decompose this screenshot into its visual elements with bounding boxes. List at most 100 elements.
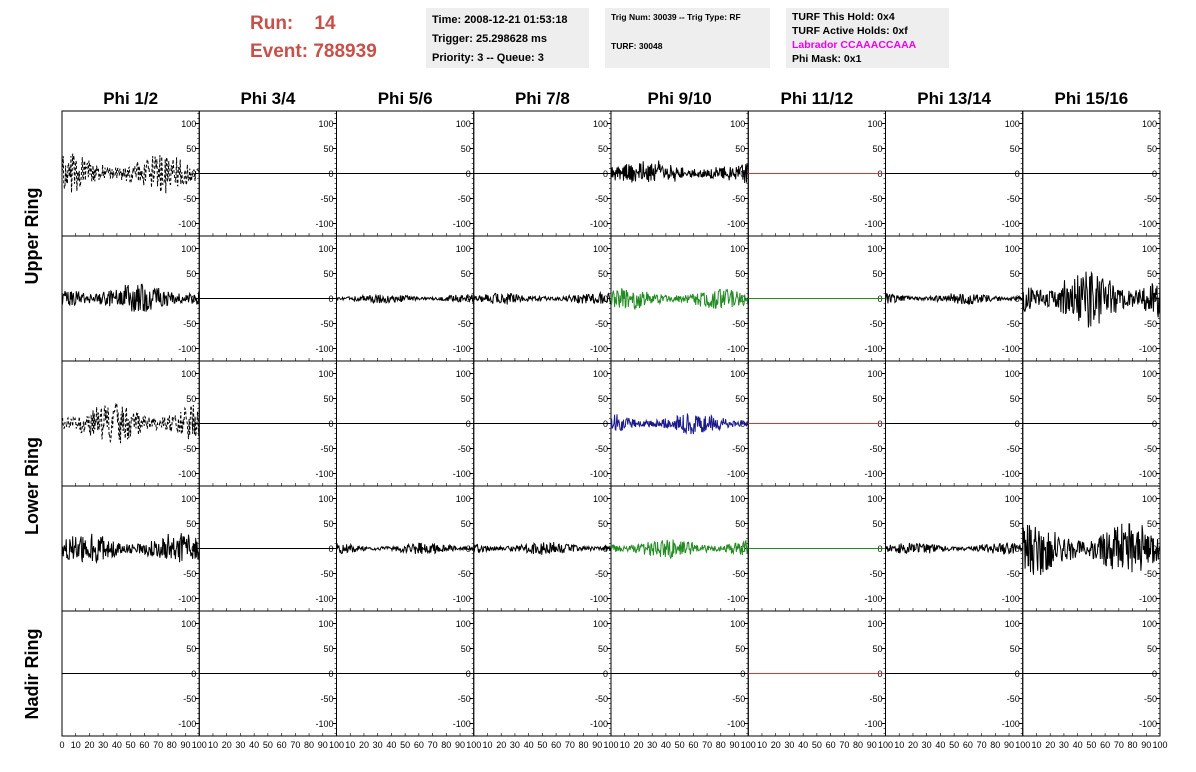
y-tick-label: 100 [318,244,333,254]
y-tick-label: -100 [178,594,196,604]
y-tick-label: -50 [595,194,608,204]
y-tick-label: -100 [727,469,745,479]
x-tick-label: 20 [496,740,506,750]
y-tick-label: 50 [872,269,882,279]
x-tick-label: 100 [741,740,756,750]
y-tick-label: 100 [318,494,333,504]
x-tick-label: 90 [867,740,877,750]
x-tick-label: 90 [181,740,191,750]
y-tick-label: -50 [1007,444,1020,454]
y-tick-label: 100 [181,119,196,129]
y-tick-label: 100 [730,244,745,254]
x-tick-label: 80 [990,740,1000,750]
y-tick-label: -100 [727,219,745,229]
y-tick-label: 50 [186,144,196,154]
y-tick-label: 100 [593,619,608,629]
column-header: Phi 7/8 [515,89,570,108]
x-tick-label: 100 [603,740,618,750]
x-tick-label: 80 [167,740,177,750]
y-tick-label: 100 [181,494,196,504]
y-tick-label: 50 [1147,269,1157,279]
x-tick-label: 30 [235,740,245,750]
y-tick-label: -100 [315,719,333,729]
y-tick-label: -50 [458,319,471,329]
x-tick-label: 100 [192,740,207,750]
y-tick-label: -100 [590,344,608,354]
y-tick-label: -100 [315,219,333,229]
x-tick-label: 30 [784,740,794,750]
x-tick-label: 10 [1031,740,1041,750]
x-tick-label: 30 [510,740,520,750]
y-tick-label: -100 [727,344,745,354]
y-tick-label: -100 [453,719,471,729]
waveform-trace [473,542,612,555]
y-tick-label: 100 [1142,494,1157,504]
column-header: Phi 15/16 [1055,89,1129,108]
y-tick-label: 100 [1142,119,1157,129]
y-tick-label: 100 [181,619,196,629]
y-tick-label: -100 [1139,469,1157,479]
y-tick-label: 50 [461,144,471,154]
x-tick-label: 20 [908,740,918,750]
row-label: Upper Ring [22,188,42,285]
y-tick-label: -100 [453,219,471,229]
waveform-trace [610,539,749,560]
y-tick-label: -100 [453,594,471,604]
y-tick-label: -50 [320,319,333,329]
y-tick-label: 50 [323,519,333,529]
time-text: Time: 2008-12-21 01:53:18 [432,14,568,26]
y-tick-label: 50 [1147,519,1157,529]
y-tick-label: 50 [461,519,471,529]
y-tick-label: 100 [730,119,745,129]
y-tick-label: -100 [1002,719,1020,729]
y-tick-label: 100 [867,369,882,379]
y-tick-label: 100 [1142,619,1157,629]
waveform-trace [610,413,749,435]
y-tick-label: 50 [323,269,333,279]
y-tick-label: -50 [595,694,608,704]
row-label: Lower Ring [22,437,42,535]
y-tick-label: 50 [1010,519,1020,529]
x-tick-label: 50 [263,740,273,750]
y-tick-label: -50 [183,444,196,454]
y-tick-label: -100 [1002,344,1020,354]
y-tick-label: 50 [872,144,882,154]
y-tick-label: 50 [1010,644,1020,654]
y-tick-label: -100 [178,469,196,479]
y-tick-label: -100 [1139,344,1157,354]
y-tick-label: 50 [598,394,608,404]
y-tick-label: 50 [872,644,882,654]
waveform-trace [61,403,200,444]
x-tick-label: 50 [812,740,822,750]
y-tick-label: -100 [727,719,745,729]
event-value: 788939 [313,41,377,62]
x-tick-label: 70 [565,740,575,750]
y-tick-label: 100 [456,619,471,629]
x-tick-label: 70 [839,740,849,750]
turf-text: TURF: 30048 [611,41,663,51]
x-tick-label: 90 [730,740,740,750]
y-tick-label: -50 [1007,194,1020,204]
x-tick-label: 40 [935,740,945,750]
y-tick-label: 100 [730,619,745,629]
x-tick-label: 70 [428,740,438,750]
x-tick-label: 10 [71,740,81,750]
y-tick-label: -50 [458,569,471,579]
y-tick-label: 50 [461,644,471,654]
x-tick-label: 40 [249,740,259,750]
y-tick-label: -50 [1007,319,1020,329]
x-tick-label: 50 [949,740,959,750]
x-tick-label: 60 [414,740,424,750]
y-tick-label: 100 [593,244,608,254]
x-tick-label: 30 [647,740,657,750]
x-tick-label: 50 [1086,740,1096,750]
y-tick-label: 50 [872,394,882,404]
column-header: Phi 3/4 [240,89,295,108]
y-tick-label: -50 [1144,569,1157,579]
y-tick-label: 100 [1005,619,1020,629]
event-label: Event: [250,41,309,62]
x-tick-label: 100 [1152,740,1167,750]
y-tick-label: 50 [323,394,333,404]
trigger-text: Trigger: 25.298628 ms [432,33,547,45]
waveform-trace [610,160,749,184]
